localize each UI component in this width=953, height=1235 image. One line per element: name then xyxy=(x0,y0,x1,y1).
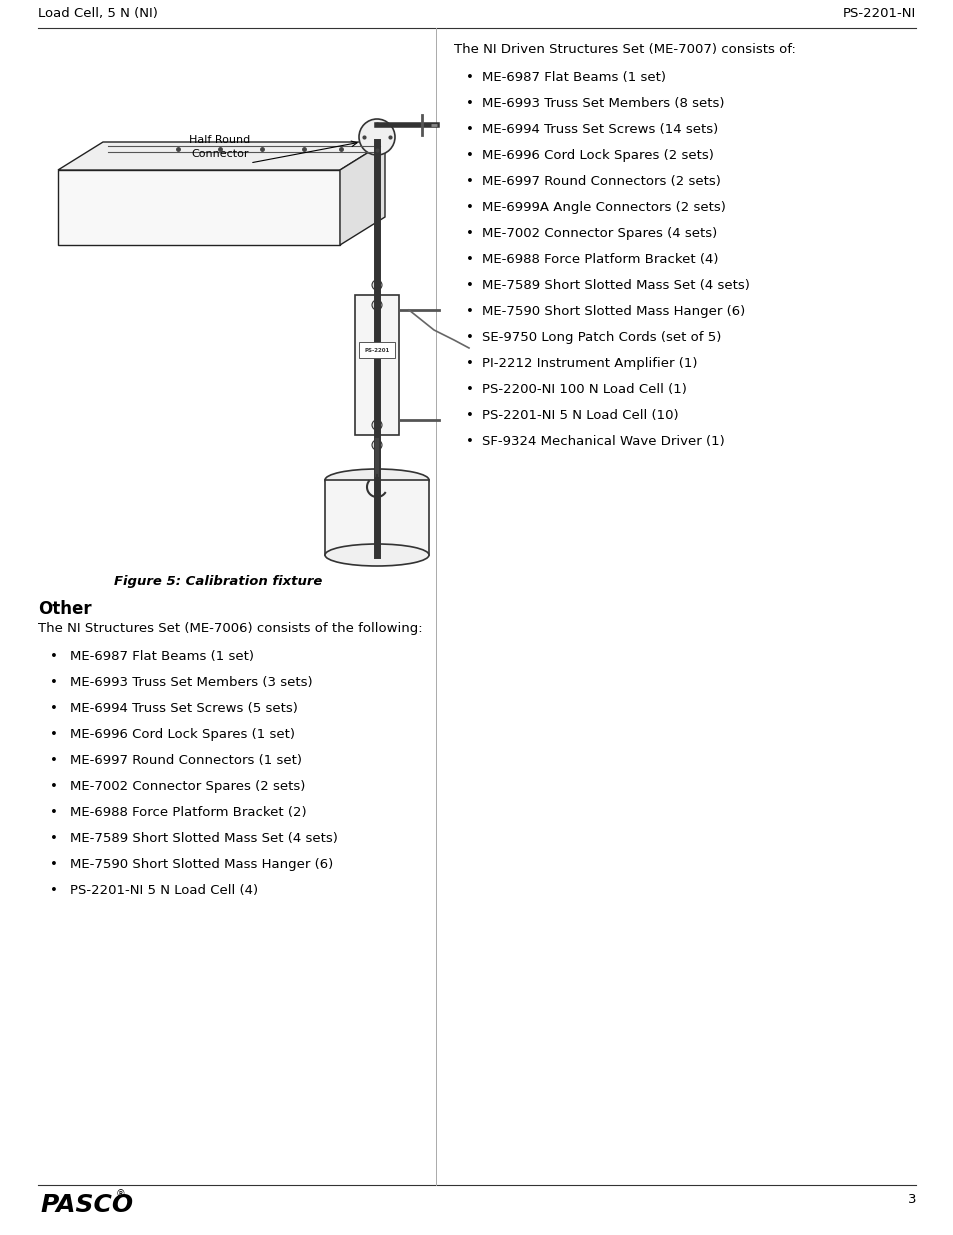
Text: •: • xyxy=(465,383,474,396)
Text: •: • xyxy=(465,279,474,291)
Text: •: • xyxy=(465,70,474,84)
Text: •: • xyxy=(50,727,58,741)
Text: ME-7589 Short Slotted Mass Set (4 sets): ME-7589 Short Slotted Mass Set (4 sets) xyxy=(70,832,337,845)
Text: ME-7002 Connector Spares (2 sets): ME-7002 Connector Spares (2 sets) xyxy=(70,781,305,793)
Text: PS-2200-NI 100 N Load Cell (1): PS-2200-NI 100 N Load Cell (1) xyxy=(481,383,686,396)
Text: •: • xyxy=(465,253,474,266)
Text: •: • xyxy=(50,884,58,897)
Text: •: • xyxy=(50,806,58,819)
Text: PS-2201-NI 5 N Load Cell (10): PS-2201-NI 5 N Load Cell (10) xyxy=(481,409,678,422)
FancyBboxPatch shape xyxy=(58,170,339,245)
Text: •: • xyxy=(465,124,474,136)
Text: •: • xyxy=(465,409,474,422)
Text: ME-7589 Short Slotted Mass Set (4 sets): ME-7589 Short Slotted Mass Set (4 sets) xyxy=(481,279,749,291)
Text: Half Round: Half Round xyxy=(190,135,251,144)
Text: SF-9324 Mechanical Wave Driver (1): SF-9324 Mechanical Wave Driver (1) xyxy=(481,435,724,448)
Text: •: • xyxy=(465,331,474,345)
Text: ME-6996 Cord Lock Spares (2 sets): ME-6996 Cord Lock Spares (2 sets) xyxy=(481,149,713,162)
Text: Connector: Connector xyxy=(191,149,249,159)
Text: ME-6993 Truss Set Members (8 sets): ME-6993 Truss Set Members (8 sets) xyxy=(481,98,723,110)
Text: •: • xyxy=(50,832,58,845)
Ellipse shape xyxy=(325,543,429,566)
Text: ME-6996 Cord Lock Spares (1 set): ME-6996 Cord Lock Spares (1 set) xyxy=(70,727,294,741)
Text: ME-7590 Short Slotted Mass Hanger (6): ME-7590 Short Slotted Mass Hanger (6) xyxy=(481,305,744,317)
Circle shape xyxy=(358,119,395,156)
Text: •: • xyxy=(50,676,58,689)
Text: The NI Structures Set (ME-7006) consists of the following:: The NI Structures Set (ME-7006) consists… xyxy=(38,622,422,635)
Polygon shape xyxy=(339,142,385,245)
Text: •: • xyxy=(465,227,474,240)
FancyBboxPatch shape xyxy=(355,295,398,435)
Text: •: • xyxy=(50,755,58,767)
Text: ME-6994 Truss Set Screws (5 sets): ME-6994 Truss Set Screws (5 sets) xyxy=(70,701,297,715)
Text: PS-2201: PS-2201 xyxy=(364,347,389,352)
Text: •: • xyxy=(465,175,474,188)
Text: Load Cell, 5 N (NI): Load Cell, 5 N (NI) xyxy=(38,7,157,20)
Text: SE-9750 Long Patch Cords (set of 5): SE-9750 Long Patch Cords (set of 5) xyxy=(481,331,720,345)
Text: ®: ® xyxy=(116,1189,126,1199)
Text: •: • xyxy=(465,201,474,214)
Circle shape xyxy=(372,440,381,450)
Text: ME-7590 Short Slotted Mass Hanger (6): ME-7590 Short Slotted Mass Hanger (6) xyxy=(70,858,333,871)
Text: Other: Other xyxy=(38,600,91,618)
Text: ME-6988 Force Platform Bracket (2): ME-6988 Force Platform Bracket (2) xyxy=(70,806,306,819)
Polygon shape xyxy=(58,142,385,170)
Text: •: • xyxy=(465,305,474,317)
Text: PS-2201-NI: PS-2201-NI xyxy=(841,7,915,20)
Circle shape xyxy=(372,280,381,290)
Text: ME-6997 Round Connectors (2 sets): ME-6997 Round Connectors (2 sets) xyxy=(481,175,720,188)
Text: •: • xyxy=(50,781,58,793)
Text: •: • xyxy=(50,701,58,715)
Text: ME-6987 Flat Beams (1 set): ME-6987 Flat Beams (1 set) xyxy=(70,650,253,663)
Text: •: • xyxy=(465,98,474,110)
Text: •: • xyxy=(465,149,474,162)
Text: •: • xyxy=(50,858,58,871)
Text: The NI Driven Structures Set (ME-7007) consists of:: The NI Driven Structures Set (ME-7007) c… xyxy=(454,43,795,56)
Text: 3: 3 xyxy=(906,1193,915,1207)
Text: •: • xyxy=(50,650,58,663)
Text: •: • xyxy=(465,435,474,448)
Text: ME-6993 Truss Set Members (3 sets): ME-6993 Truss Set Members (3 sets) xyxy=(70,676,313,689)
Bar xyxy=(325,480,429,555)
Text: PS-2201-NI 5 N Load Cell (4): PS-2201-NI 5 N Load Cell (4) xyxy=(70,884,258,897)
Text: ME-6997 Round Connectors (1 set): ME-6997 Round Connectors (1 set) xyxy=(70,755,302,767)
Ellipse shape xyxy=(325,469,429,492)
Text: ME-6987 Flat Beams (1 set): ME-6987 Flat Beams (1 set) xyxy=(481,70,665,84)
Text: PASCO: PASCO xyxy=(40,1193,133,1216)
Circle shape xyxy=(372,300,381,310)
Text: ME-7002 Connector Spares (4 sets): ME-7002 Connector Spares (4 sets) xyxy=(481,227,717,240)
Text: ME-6999A Angle Connectors (2 sets): ME-6999A Angle Connectors (2 sets) xyxy=(481,201,725,214)
Text: PI-2212 Instrument Amplifier (1): PI-2212 Instrument Amplifier (1) xyxy=(481,357,697,370)
Text: ME-6988 Force Platform Bracket (4): ME-6988 Force Platform Bracket (4) xyxy=(481,253,718,266)
Text: ME-6994 Truss Set Screws (14 sets): ME-6994 Truss Set Screws (14 sets) xyxy=(481,124,718,136)
Text: Figure 5: Calibration fixture: Figure 5: Calibration fixture xyxy=(113,576,322,588)
Text: •: • xyxy=(465,357,474,370)
Circle shape xyxy=(372,420,381,430)
